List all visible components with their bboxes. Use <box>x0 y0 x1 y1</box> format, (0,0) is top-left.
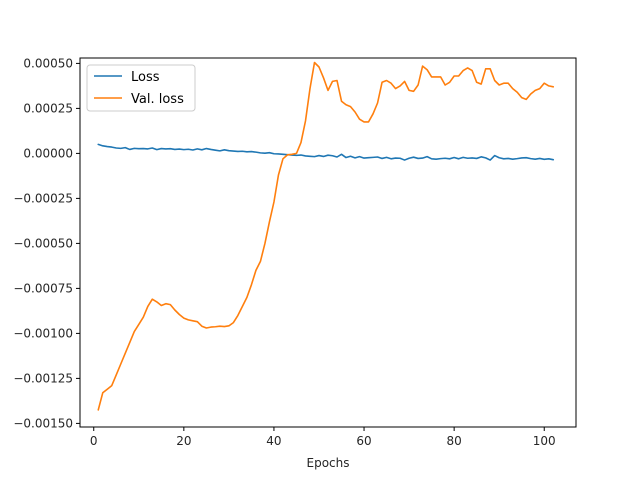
series-layer <box>97 61 555 411</box>
x-axis-ticks: 0 20 40 60 80 100 <box>90 427 556 448</box>
y-tick-label: −0.00025 <box>13 191 73 205</box>
y-axis-ticks: −0.00150 −0.00125 −0.00100 −0.00075 −0.00050… <box>13 56 80 430</box>
plot-area <box>80 58 576 427</box>
x-tick-label: 20 <box>176 434 191 448</box>
axes-layer <box>79 57 577 428</box>
y-tick-label: 0.00000 <box>23 146 73 160</box>
x-tick-label: 40 <box>266 434 281 448</box>
y-tick-label: −0.00050 <box>13 236 73 250</box>
y-tick-label: −0.00150 <box>13 416 73 430</box>
x-axis-label: Epochs <box>307 456 350 470</box>
legend-label-loss: Loss <box>131 70 160 85</box>
y-tick-label: 0.00050 <box>23 56 73 70</box>
y-tick-label: 0.00025 <box>23 101 73 115</box>
legend-label-val-loss: Val. loss <box>131 92 184 107</box>
x-tick-label: 80 <box>446 434 461 448</box>
series-line-val-loss <box>97 61 555 411</box>
y-tick-label: −0.00075 <box>13 281 73 295</box>
x-tick-label: 100 <box>533 434 556 448</box>
y-tick-label: −0.00125 <box>13 371 73 385</box>
series-line-loss <box>97 143 555 161</box>
y-tick-label: −0.00100 <box>13 326 73 340</box>
legend: Loss Val. loss <box>86 64 196 112</box>
plot-frame <box>79 57 577 428</box>
x-tick-label: 0 <box>90 434 98 448</box>
x-tick-label: 60 <box>356 434 371 448</box>
